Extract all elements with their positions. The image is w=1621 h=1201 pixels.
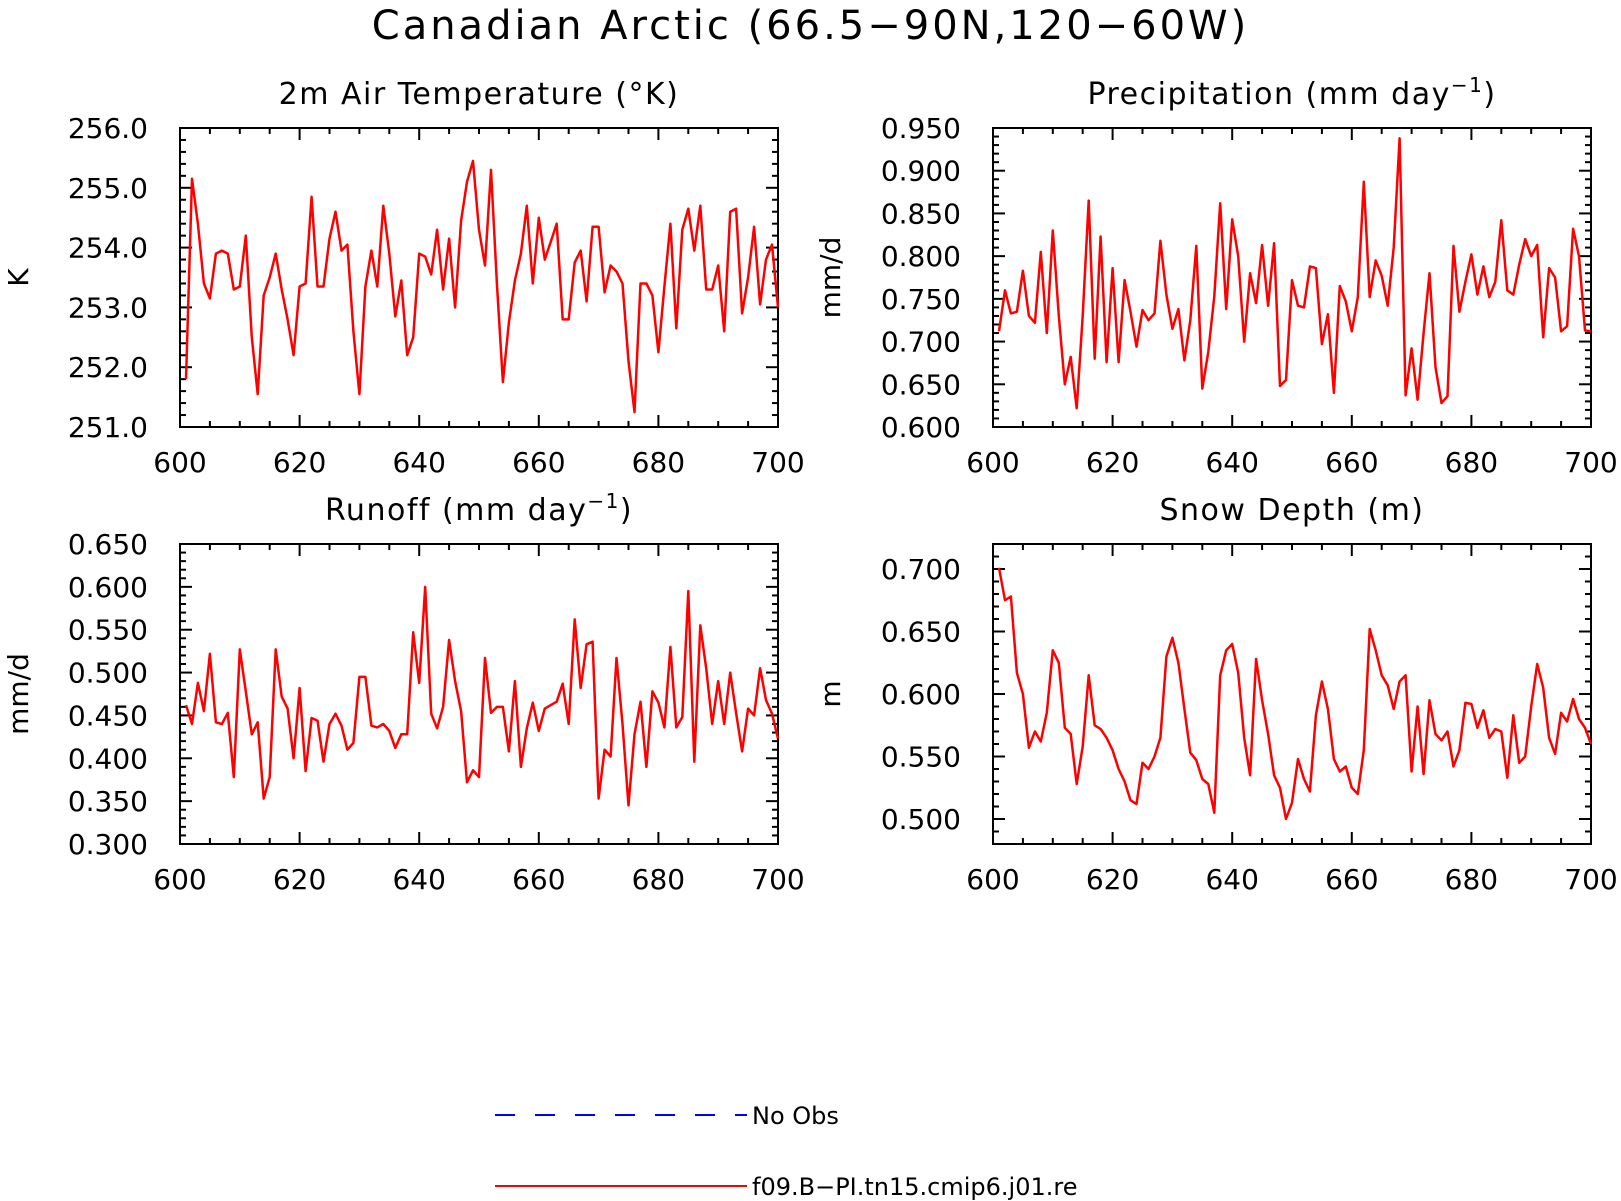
legend-label: f09.B−PI.tn15.cmip6.j01.re: [752, 1173, 1077, 1201]
x-tick-label: 700: [751, 863, 804, 896]
x-tick-label: 660: [1325, 446, 1378, 479]
main-title: Canadian Arctic (66.5−90N,120−60W): [371, 3, 1250, 49]
y-tick-label: 0.700: [881, 553, 961, 586]
y-tick-label: 253.0: [68, 291, 148, 324]
x-tick-label: 640: [1205, 863, 1258, 896]
x-tick-label: 600: [153, 863, 206, 896]
y-tick-label: 252.0: [68, 351, 148, 384]
x-tick-label: 660: [512, 446, 565, 479]
y-tick-label: 0.800: [881, 240, 961, 273]
x-tick-label: 620: [273, 446, 326, 479]
y-tick-label: 0.950: [881, 112, 961, 145]
y-tick-label: 0.650: [881, 368, 961, 401]
panel-precipitation: Precipitation (mm day−1) 600 620 640 660 680 7…: [814, 73, 1618, 479]
y-axis-label: K: [2, 268, 35, 287]
y-tick-label: 256.0: [68, 112, 148, 145]
y-tick-label: 0.550: [68, 614, 148, 647]
series-line: [997, 567, 1593, 821]
panel-air-temperature: 2m Air Temperature (°K) 600 620 640 660 680 70…: [2, 77, 805, 479]
y-tick-label: 0.400: [68, 742, 148, 775]
series-line: [997, 137, 1592, 410]
y-tick-label: 251.0: [68, 411, 148, 444]
panel-title: 2m Air Temperature (°K): [279, 77, 680, 112]
y-tick-label: 0.600: [881, 678, 961, 711]
y-axis-label: mm/d: [2, 653, 35, 735]
y-tick-label: 0.700: [881, 326, 961, 359]
y-tick-label: 0.300: [68, 828, 148, 861]
series-line: [184, 159, 780, 414]
x-tick-label: 660: [512, 863, 565, 896]
legend-label: No Obs: [752, 1102, 839, 1130]
y-tick-label: 0.500: [881, 803, 961, 836]
series-line: [184, 585, 780, 807]
x-tick-label: 640: [392, 863, 445, 896]
panel-title: Snow Depth (m): [1159, 493, 1424, 528]
x-tick-label: 680: [632, 446, 685, 479]
y-tick-label: 0.650: [68, 528, 148, 561]
x-tick-label: 660: [1325, 863, 1378, 896]
panel-snow-depth: Snow Depth (m) 600 620 640 660 680 700 0.500 0.5…: [814, 493, 1618, 896]
y-tick-label: 254.0: [68, 232, 148, 265]
x-tick-label: 680: [632, 863, 685, 896]
x-tick-label: 600: [966, 446, 1019, 479]
x-tick-label: 700: [1564, 446, 1617, 479]
x-tick-label: 620: [1086, 446, 1139, 479]
y-tick-label: 0.900: [881, 155, 961, 188]
plot-frame: [179, 543, 779, 845]
x-tick-label: 700: [1564, 863, 1617, 896]
x-tick-label: 600: [966, 863, 1019, 896]
legend: No Obs f09.B−PI.tn15.cmip6.j01.re: [495, 1102, 1077, 1201]
y-tick-label: 0.500: [68, 657, 148, 690]
x-tick-label: 620: [1086, 863, 1139, 896]
x-tick-label: 620: [273, 863, 326, 896]
y-tick-label: 0.600: [68, 571, 148, 604]
x-tick-label: 700: [751, 446, 804, 479]
y-tick-label: 0.750: [881, 283, 961, 316]
x-tick-label: 640: [392, 446, 445, 479]
y-tick-label: 0.650: [881, 616, 961, 649]
plot-frame: [992, 127, 1592, 428]
panel-runoff: Runoff (mm day−1) 600 620 640 660 680 700 0.300…: [2, 489, 805, 896]
panel-title: Precipitation (mm day−1): [1087, 73, 1496, 112]
y-tick-label: 0.600: [881, 411, 961, 444]
x-tick-label: 600: [153, 446, 206, 479]
panel-title: Runoff (mm day−1): [325, 489, 633, 528]
y-tick-label: 0.550: [881, 741, 961, 774]
y-axis-label: m: [814, 680, 847, 707]
x-tick-label: 680: [1445, 446, 1498, 479]
x-tick-label: 680: [1445, 863, 1498, 896]
x-tick-label: 640: [1205, 446, 1258, 479]
y-tick-label: 0.850: [881, 197, 961, 230]
y-tick-label: 0.450: [68, 699, 148, 732]
y-tick-label: 0.350: [68, 785, 148, 818]
y-axis-label: mm/d: [814, 237, 847, 319]
y-tick-label: 255.0: [68, 172, 148, 205]
